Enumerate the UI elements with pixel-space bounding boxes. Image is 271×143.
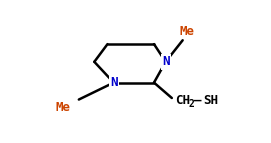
- Text: N: N: [162, 55, 169, 68]
- Text: CH: CH: [175, 94, 190, 107]
- Text: N: N: [110, 76, 117, 89]
- Text: 2: 2: [189, 99, 195, 109]
- Text: —: —: [194, 94, 202, 107]
- Text: Me: Me: [56, 101, 71, 114]
- Text: Me: Me: [179, 24, 194, 37]
- Text: SH: SH: [204, 94, 219, 107]
